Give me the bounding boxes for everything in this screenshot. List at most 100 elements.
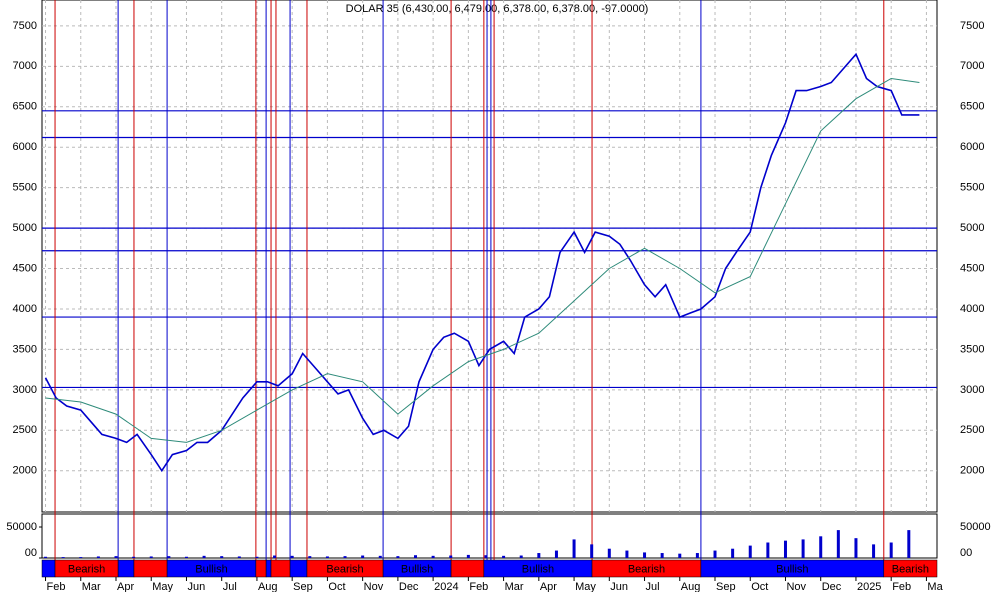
regime-segment: [265, 559, 272, 578]
y-tick-label: 3000: [13, 384, 37, 396]
volume-bar: [836, 530, 840, 558]
regime-label: Bullish: [195, 563, 227, 575]
volume-bar: [801, 539, 805, 558]
volume-bar: [431, 555, 435, 558]
x-tick-label: Jun: [610, 581, 628, 592]
volume-bar: [396, 556, 400, 558]
volume-bar: [149, 556, 153, 558]
x-tick-label: Jul: [646, 581, 660, 592]
y-tick-label-right: 3500: [960, 343, 984, 355]
volume-bar: [273, 555, 277, 558]
y-tick-label: 7000: [13, 60, 37, 72]
x-tick-label: Oct: [751, 581, 768, 592]
regime-label: Bearish: [326, 563, 363, 575]
volume-bar: [114, 556, 118, 558]
x-tick-label: Sep: [293, 581, 313, 592]
x-tick-label: Feb: [892, 581, 911, 592]
regime-segment: [133, 559, 168, 578]
regime-segment: [450, 559, 485, 578]
volume-bar: [537, 553, 541, 558]
y-tick-label-right: 4000: [960, 303, 984, 315]
regime-segment: [883, 559, 938, 578]
volume-tick-label-right: 50000: [960, 521, 991, 533]
volume-bar: [61, 557, 65, 558]
x-tick-label: Feb: [47, 581, 66, 592]
x-tick-label: Jul: [223, 581, 237, 592]
volume-bar: [361, 555, 365, 558]
y-tick-label: 4000: [13, 303, 37, 315]
x-tick-label: Apr: [540, 581, 557, 592]
volume-tick-label: 00: [25, 547, 37, 559]
volume-bar: [554, 550, 558, 558]
x-tick-label: Jun: [187, 581, 205, 592]
volume-bar: [255, 556, 259, 558]
volume-bar: [449, 555, 453, 558]
volume-bar: [889, 542, 893, 558]
y-tick-label-right: 6000: [960, 141, 984, 153]
y-tick-label: 6500: [13, 101, 37, 113]
y-tick-label: 4500: [13, 262, 37, 274]
volume-bar: [713, 550, 717, 558]
volume-bar: [643, 552, 647, 558]
volume-bar: [678, 553, 682, 558]
volume-bar: [79, 557, 83, 558]
chart-title: DOLAR 35 (6,430.00, 6,479.00, 6,378.00, …: [346, 3, 649, 15]
volume-bar: [167, 556, 171, 558]
series-line: [45, 77, 920, 443]
regime-label: Bearish: [68, 563, 105, 575]
y-tick-label: 3500: [13, 343, 37, 355]
volume-bar: [695, 553, 699, 558]
volume-bar: [625, 550, 629, 558]
volume-bar: [132, 556, 136, 558]
volume-bar: [378, 555, 382, 558]
y-tick-label: 2500: [13, 424, 37, 436]
y-tick-label-right: 3000: [960, 384, 984, 396]
y-tick-label-right: 2500: [960, 424, 984, 436]
x-tick-label: Apr: [117, 581, 134, 592]
x-tick-label: Nov: [364, 581, 384, 592]
x-tick-label: 2024: [434, 581, 458, 592]
x-tick-label: Aug: [681, 581, 701, 592]
regime-label: Bullish: [522, 563, 554, 575]
regime-label: Bearish: [628, 563, 665, 575]
y-tick-label-right: 5000: [960, 222, 984, 234]
regime-segment: [41, 559, 56, 578]
y-tick-label-right: 5500: [960, 182, 984, 194]
volume-bar: [783, 540, 787, 558]
price-panel: [41, 0, 938, 513]
volume-tick-label: 50000: [6, 521, 37, 533]
volume-bar: [748, 545, 752, 558]
y-tick-label-right: 7500: [960, 20, 984, 32]
volume-bar: [44, 556, 48, 558]
volume-bar: [484, 555, 488, 558]
volume-bar: [290, 555, 294, 558]
volume-bar: [731, 548, 735, 558]
volume-bar: [572, 539, 576, 558]
volume-bar: [466, 554, 470, 558]
y-tick-label: 5000: [13, 222, 37, 234]
x-tick-label: Mar: [82, 581, 101, 592]
x-tick-label: Ma: [927, 581, 943, 592]
y-tick-label: 5500: [13, 182, 37, 194]
volume-bar: [308, 556, 312, 558]
volume-bar: [590, 544, 594, 558]
volume-bar: [343, 556, 347, 558]
volume-tick-label-right: 00: [960, 547, 972, 559]
y-tick-label-right: 2000: [960, 465, 984, 477]
regime-segment: [289, 559, 308, 578]
regime-segment: [270, 559, 291, 578]
volume-bar: [96, 556, 100, 558]
volume-bar: [660, 553, 664, 558]
volume-bar: [766, 542, 770, 558]
regime-segment: [255, 559, 267, 578]
x-tick-label: Dec: [822, 581, 842, 592]
regime-label: Bullish: [401, 563, 433, 575]
volume-bar: [184, 556, 188, 558]
series-line: [44, 52, 920, 473]
regime-segment: [117, 559, 135, 578]
x-tick-label: 2025: [857, 581, 881, 592]
volume-bar: [502, 555, 506, 558]
y-tick-label-right: 4500: [960, 262, 984, 274]
x-tick-label: Feb: [469, 581, 488, 592]
